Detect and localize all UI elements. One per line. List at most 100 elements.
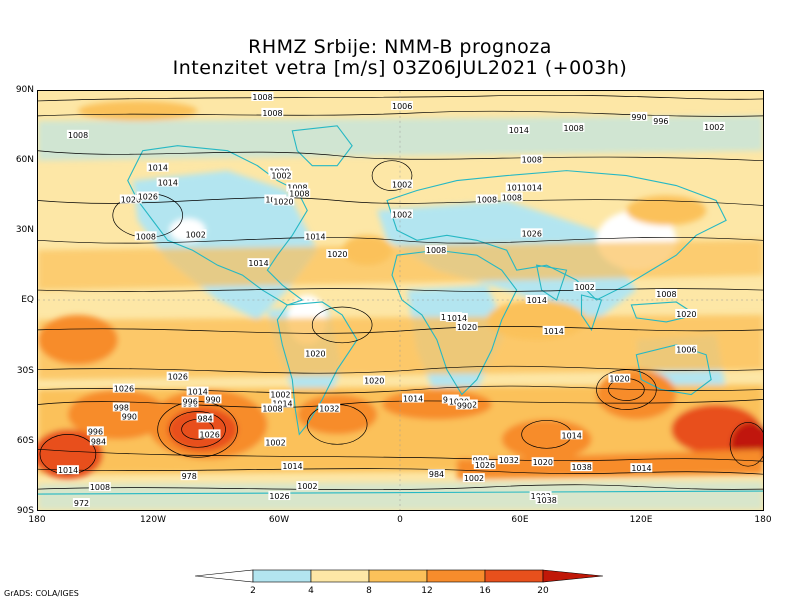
isobar-label: 1014	[527, 296, 547, 305]
isobar-label: 1026	[269, 492, 289, 501]
lat-label-30n: 30N	[15, 225, 34, 235]
isobar-label-bg	[261, 107, 284, 117]
isobar-label-bg	[562, 122, 585, 132]
lon-label-180w: 180	[28, 515, 46, 525]
colorbar-label-16: 16	[479, 586, 491, 596]
isobar-label-bg	[520, 228, 543, 238]
isobar-label-bg	[505, 182, 528, 192]
isobar-label-bg	[286, 182, 309, 192]
isobar-label-bg	[424, 245, 447, 255]
isobar-label-bg	[184, 229, 207, 239]
grads-credit: GrADS: COLA/IGES	[4, 589, 79, 598]
isobar-label: 1020	[364, 377, 384, 386]
isobar-label: 1020	[273, 197, 293, 206]
isobar-label-bg	[281, 461, 304, 471]
isobar-label: 1014	[447, 314, 467, 323]
lat-label-eq: EQ	[21, 295, 34, 305]
isobar-label: 1020	[676, 310, 696, 319]
isobar-label: 1002	[265, 438, 285, 447]
isobar-label-bg	[180, 471, 198, 481]
isobar-label-bg	[455, 400, 473, 410]
isobar-label: 996	[88, 427, 103, 436]
isobar-label-bg	[363, 375, 386, 385]
isobar-label-bg	[119, 194, 142, 204]
isobar-label-bg	[535, 495, 558, 505]
colorbar-label-2: 2	[250, 586, 256, 596]
isobars	[38, 94, 763, 491]
isobar-label-bg	[630, 111, 648, 121]
isobar-label-bg	[271, 398, 294, 408]
lat-label-60s: 60S	[16, 436, 34, 446]
isobar-label: 1026	[522, 229, 542, 238]
isobar-label-bg	[120, 411, 138, 421]
isobar-label: 972	[74, 499, 89, 508]
isobar-label-bg	[204, 394, 222, 404]
lon-label-120e: 120E	[629, 515, 653, 525]
isobar-label: 998	[114, 403, 129, 412]
isobar-label: 1014	[544, 327, 564, 336]
isobar-label-bg	[630, 463, 653, 473]
isobar-label-bg	[186, 386, 209, 396]
isobar-label: 996	[653, 117, 668, 126]
isobar-label: 1026	[138, 192, 158, 201]
isobar-label-bg	[573, 282, 596, 292]
colorbar-segment-0	[195, 569, 254, 583]
isobar-label: 1008	[564, 124, 584, 133]
isobar-label-bg	[146, 162, 169, 172]
colorbar-label-8: 8	[366, 586, 372, 596]
isobar-label-bg	[391, 209, 413, 219]
isobar-label: 1014	[507, 184, 527, 193]
isobar-label-bg	[455, 321, 478, 331]
isobar-label-bg	[531, 457, 554, 467]
isobar-label-bg	[166, 371, 189, 381]
isobar-label: 1006	[676, 346, 696, 355]
coastlines	[38, 125, 763, 495]
isobar-label: 1002	[270, 391, 290, 400]
isobar-label-bg	[703, 121, 726, 131]
isobar-label: 1008	[477, 195, 497, 204]
isobar-label-bg	[608, 373, 631, 383]
isobar-label: 1002	[271, 172, 291, 181]
lon-label-120w: 120W	[139, 515, 167, 525]
isobar-label: 1008	[502, 193, 522, 202]
isobar-label: 1032	[499, 456, 519, 465]
isobar-label: 1014	[282, 462, 302, 471]
isobar-label: 984	[429, 470, 444, 479]
colorbar-segment-2	[310, 569, 370, 583]
isobar-label: 1014	[188, 388, 208, 397]
isobar-label-bg	[445, 312, 468, 322]
lat-label-90n: 90N	[15, 85, 34, 95]
isobar-label: 1002	[392, 181, 412, 190]
isobar-label: 1020	[533, 458, 553, 467]
colorbar-label-20: 20	[537, 586, 549, 596]
colorbar	[195, 569, 604, 583]
isobar-label: 1014	[631, 464, 651, 473]
isobar-label-bg	[112, 402, 130, 412]
isobar-label-bg	[391, 179, 413, 189]
isobar-label-bg	[542, 325, 565, 335]
graticule	[38, 91, 763, 510]
isobar-label: 1014	[148, 164, 168, 173]
isobar-label-bg	[304, 348, 327, 358]
isobar-label: 1008	[136, 232, 156, 241]
colorbar-segment-6	[542, 569, 604, 583]
isobar-label-bg	[264, 437, 287, 447]
isobar-label-bg	[88, 482, 111, 492]
isobar-label: 1026	[200, 430, 220, 439]
isobar-label-bg	[112, 383, 135, 393]
isobar-label-bg	[675, 308, 698, 318]
isobar-label-bg	[89, 436, 107, 446]
isobar-label: 1014	[562, 431, 582, 440]
colorbar-segment-1	[252, 569, 312, 583]
isobar-label: 1008	[68, 131, 88, 140]
isobar-label: 990	[122, 412, 137, 421]
isobar-label-bg	[72, 498, 90, 508]
isobar-label: 990	[457, 401, 472, 410]
isobar-label-bg	[326, 249, 349, 259]
isobar-label-bg	[462, 473, 485, 483]
isobar-label: 984	[91, 437, 106, 446]
isobar-label-bg	[251, 91, 274, 101]
isobar-label-bg	[261, 403, 284, 413]
isobar-label-bg	[675, 344, 698, 354]
isobar-label-bg	[427, 469, 445, 479]
